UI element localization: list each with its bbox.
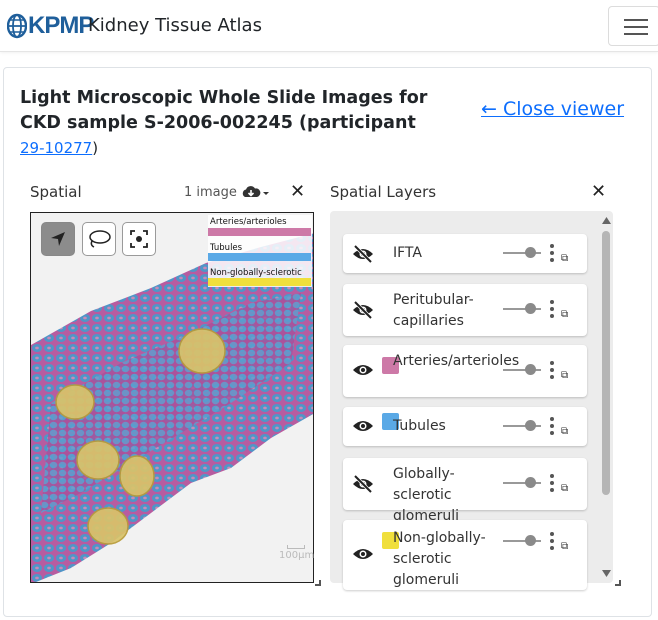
layers-scrollbar[interactable] (600, 215, 612, 580)
layer-legend: Arteries/arterioles Tubules Non-globally… (208, 215, 312, 287)
layer-link-icon[interactable]: ⧉ (561, 253, 569, 264)
layer-menu-icon[interactable] (550, 300, 554, 321)
layer-menu-icon[interactable] (550, 417, 554, 438)
layer-link-icon[interactable]: ⧉ (561, 483, 569, 494)
layer-menu-icon[interactable] (550, 474, 554, 495)
participant-link[interactable]: 29-10277 (20, 139, 93, 157)
pointer-tool-button[interactable] (41, 222, 75, 256)
layer-row[interactable]: Globally-sclerotic glomeruli ⧉ (343, 458, 587, 524)
layer-link-icon[interactable]: ⧉ (561, 426, 569, 437)
close-spatial-button[interactable]: ✕ (290, 181, 306, 202)
download-menu-button[interactable] (241, 185, 273, 205)
opacity-slider-knob[interactable] (525, 420, 536, 431)
layer-name: Non-globally-sclerotic glomeruli (393, 530, 486, 588)
scroll-thumb[interactable] (602, 231, 610, 495)
focus-icon (130, 230, 148, 248)
legend-swatch-arteries (208, 228, 311, 236)
layer-color-swatch[interactable] (382, 357, 399, 374)
spatial-panel-title: Spatial (30, 183, 82, 201)
recenter-tool-button[interactable] (122, 222, 156, 256)
legend-swatch-tubules (208, 253, 311, 261)
menu-icon (624, 19, 648, 21)
layer-color-swatch[interactable] (382, 532, 399, 549)
layer-link-icon[interactable]: ⧉ (561, 370, 569, 381)
layers-resize-handle[interactable] (615, 580, 621, 586)
opacity-slider[interactable] (503, 308, 541, 310)
opacity-slider-knob[interactable] (525, 477, 536, 488)
site-title[interactable]: Kidney Tissue Atlas (88, 15, 262, 36)
eye-off-icon[interactable] (352, 474, 374, 497)
layer-name: IFTA (393, 245, 422, 261)
close-layers-button[interactable]: ✕ (591, 181, 607, 202)
layer-row[interactable]: Arteries/arterioles ⧉ (343, 345, 587, 397)
page-title: Light Microscopic Whole Slide Images for… (20, 88, 428, 157)
layer-link-icon[interactable]: ⧉ (561, 541, 569, 552)
layer-menu-icon[interactable] (550, 361, 554, 382)
eye-icon[interactable] (352, 418, 374, 438)
layer-row[interactable]: IFTA ⧉ (343, 234, 587, 273)
opacity-slider-knob[interactable] (525, 247, 536, 258)
legend-swatch-glomeruli (208, 278, 311, 286)
cloud-download-icon (242, 186, 269, 197)
layer-name: Peritubular-capillaries (393, 292, 474, 329)
image-count: 1 image (184, 185, 237, 200)
scroll-up-icon (602, 217, 611, 224)
spatial-resize-handle[interactable] (315, 580, 321, 586)
eye-off-icon[interactable] (352, 244, 374, 267)
layer-row[interactable]: Tubules ⧉ (343, 407, 587, 446)
scale-bar: 100µm (279, 545, 314, 561)
lasso-tool-button[interactable] (82, 222, 116, 256)
layer-name: Globally-sclerotic glomeruli (393, 466, 460, 524)
kpmp-logo[interactable]: KPMP (7, 11, 94, 41)
opacity-slider[interactable] (503, 252, 541, 254)
scroll-down-icon (602, 570, 611, 577)
eye-icon[interactable] (352, 362, 374, 382)
logo-text: KPMP (28, 12, 94, 39)
opacity-slider[interactable] (503, 540, 541, 542)
opacity-slider-knob[interactable] (525, 303, 536, 314)
layer-color-swatch[interactable] (382, 413, 399, 430)
top-navbar: KPMP Kidney Tissue Atlas (0, 0, 658, 52)
layer-link-icon[interactable]: ⧉ (561, 309, 569, 320)
opacity-slider[interactable] (503, 369, 541, 371)
opacity-slider-knob[interactable] (525, 535, 536, 546)
opacity-slider[interactable] (503, 482, 541, 484)
opacity-slider-knob[interactable] (525, 364, 536, 375)
pointer-icon (51, 232, 65, 246)
eye-off-icon[interactable] (352, 300, 374, 323)
close-viewer-link[interactable]: ← Close viewer (481, 98, 625, 120)
layer-menu-icon[interactable] (550, 244, 554, 265)
layers-panel-title: Spatial Layers (330, 183, 437, 201)
globe-icon (7, 13, 27, 39)
layer-row[interactable]: Non-globally-sclerotic glomeruli ⧉ (343, 520, 587, 590)
layer-row[interactable]: Peritubular-capillaries ⧉ (343, 284, 587, 336)
layer-menu-icon[interactable] (550, 532, 554, 553)
eye-icon[interactable] (352, 546, 374, 566)
layer-name: Arteries/arterioles (393, 353, 520, 369)
layer-name: Tubules (393, 418, 446, 434)
lasso-icon (89, 230, 111, 248)
menu-toggle-button[interactable] (608, 6, 658, 46)
opacity-slider[interactable] (503, 425, 541, 427)
